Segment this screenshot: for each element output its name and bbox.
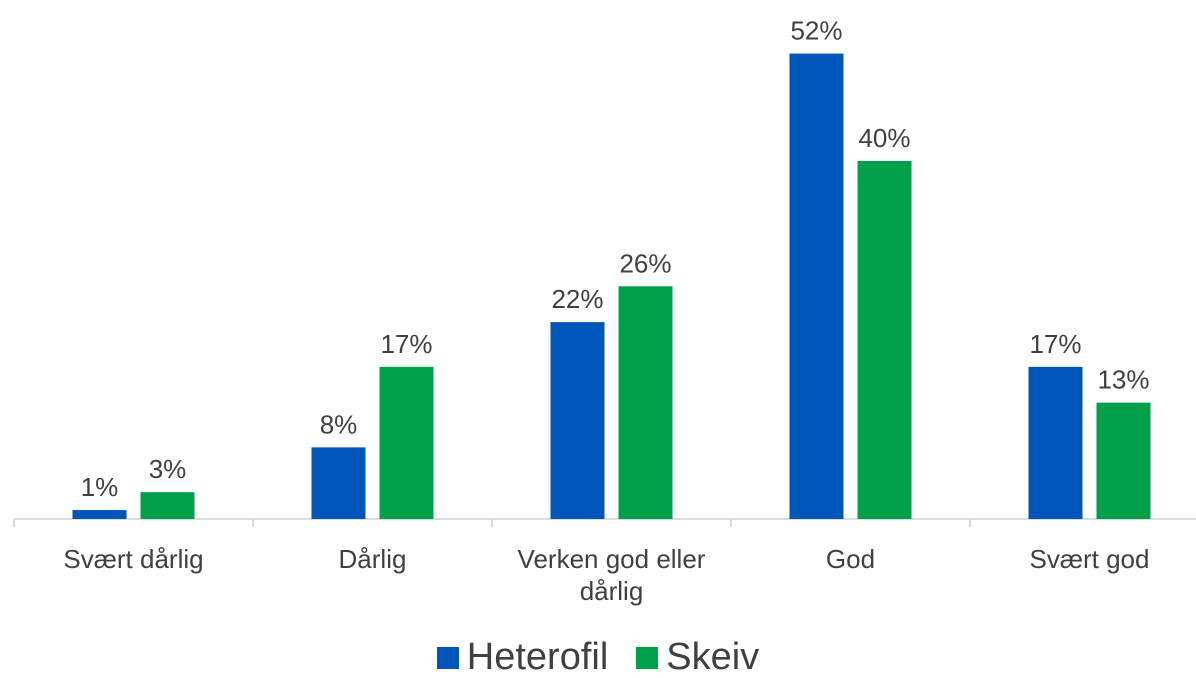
bar	[1028, 366, 1083, 519]
data-label: 3%	[149, 454, 187, 484]
data-label: 52%	[790, 16, 842, 46]
legend-swatch	[436, 646, 459, 669]
legend: Heterofil Skeiv	[0, 636, 1196, 678]
bar	[857, 161, 912, 519]
data-label: 8%	[320, 409, 358, 439]
legend-swatch	[636, 646, 659, 669]
x-tick-label: Dårlig	[338, 544, 407, 574]
bar	[618, 286, 673, 519]
x-tick-label: Verken god eller dårlig	[517, 544, 706, 606]
data-label: 40%	[858, 123, 910, 153]
bar	[140, 492, 195, 519]
bar	[1096, 402, 1151, 519]
legend-label: Heterofil	[466, 636, 609, 678]
bar	[789, 53, 844, 519]
legend-label: Skeiv	[666, 636, 760, 678]
bar	[379, 366, 434, 519]
x-tick-label: God	[825, 544, 876, 574]
data-label: 17%	[1029, 329, 1081, 359]
legend-item: Heterofil	[436, 636, 609, 678]
bar	[72, 510, 127, 519]
data-label: 26%	[619, 248, 671, 278]
legend-item: Skeiv	[636, 636, 759, 678]
data-label: 1%	[81, 472, 119, 502]
x-tick-label: Svært god	[1029, 544, 1150, 574]
data-label: 17%	[380, 329, 432, 359]
x-tick-label: Svært dårlig	[63, 544, 204, 574]
bar	[550, 322, 605, 519]
data-label: 13%	[1097, 365, 1149, 395]
bar	[311, 447, 366, 519]
data-label: 22%	[551, 284, 603, 314]
